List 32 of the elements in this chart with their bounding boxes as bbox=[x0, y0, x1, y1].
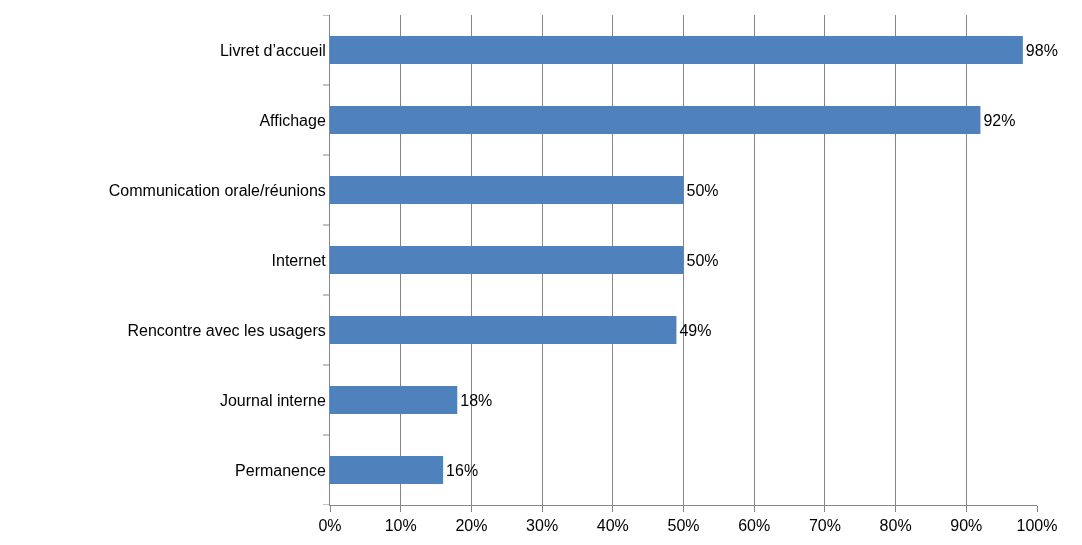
y-tick-label: Journal interne bbox=[219, 391, 326, 409]
x-tick-label: 20% bbox=[455, 517, 488, 535]
x-tick-label: 0% bbox=[318, 517, 342, 535]
x-tick-label: 40% bbox=[596, 517, 629, 535]
y-tick-label: Communication orale/réunions bbox=[108, 181, 326, 199]
x-tick-label: 30% bbox=[526, 517, 559, 535]
data-label: 16% bbox=[446, 461, 479, 479]
data-label: 98% bbox=[1025, 41, 1058, 59]
y-tick-label: Affichage bbox=[259, 111, 326, 129]
data-label: 50% bbox=[686, 181, 719, 199]
bar bbox=[330, 36, 1023, 64]
x-tick-label: 70% bbox=[808, 517, 841, 535]
x-tick-label: 90% bbox=[950, 517, 983, 535]
data-label: 18% bbox=[460, 391, 493, 409]
data-label: 50% bbox=[686, 251, 719, 269]
bar bbox=[330, 386, 458, 414]
x-tick-label: 10% bbox=[384, 517, 417, 535]
bar bbox=[330, 246, 684, 274]
y-tick-label: Rencontre avec les usagers bbox=[127, 321, 326, 339]
y-tick-label: Internet bbox=[271, 251, 327, 269]
bar bbox=[330, 456, 444, 484]
x-tick-label: 50% bbox=[667, 517, 700, 535]
data-label: 49% bbox=[679, 321, 712, 339]
y-tick-label: Permanence bbox=[235, 461, 326, 479]
x-tick-label: 100% bbox=[1016, 517, 1058, 535]
x-tick-label: 80% bbox=[879, 517, 912, 535]
bar bbox=[330, 176, 684, 204]
x-tick-label: 60% bbox=[738, 517, 771, 535]
y-tick-label: Livret d’accueil bbox=[219, 41, 326, 59]
bar bbox=[330, 316, 677, 344]
data-label: 92% bbox=[983, 111, 1016, 129]
bar bbox=[330, 106, 981, 134]
